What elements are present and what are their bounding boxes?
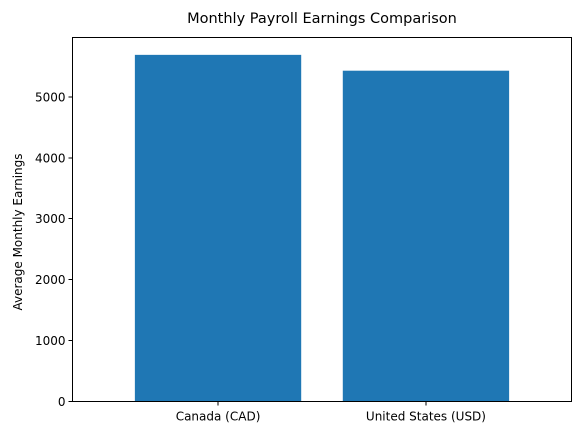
y-tick-label-4: 4000	[35, 151, 66, 165]
x-tick-label-0: Canada (CAD)	[176, 410, 261, 424]
y-tick-label-3: 3000	[35, 212, 66, 226]
y-axis-label: Average Monthly Earnings	[11, 153, 25, 310]
plot-frame	[72, 37, 572, 402]
y-tick-label-2: 2000	[35, 273, 66, 287]
y-tick-label-5: 5000	[35, 90, 66, 104]
y-ticks-group: 0 1000 2000 3000 4000 5000	[35, 90, 73, 409]
bars-group	[134, 54, 510, 402]
y-tick-label-0: 0	[58, 395, 66, 409]
x-tick-label-1: United States (USD)	[366, 410, 486, 424]
y-tick-label-1: 1000	[35, 334, 66, 348]
bar-0	[134, 54, 302, 402]
chart-title: Monthly Payroll Earnings Comparison	[187, 11, 457, 27]
x-ticks-group: Canada (CAD) United States (USD)	[176, 401, 486, 424]
bar-1	[342, 70, 510, 402]
